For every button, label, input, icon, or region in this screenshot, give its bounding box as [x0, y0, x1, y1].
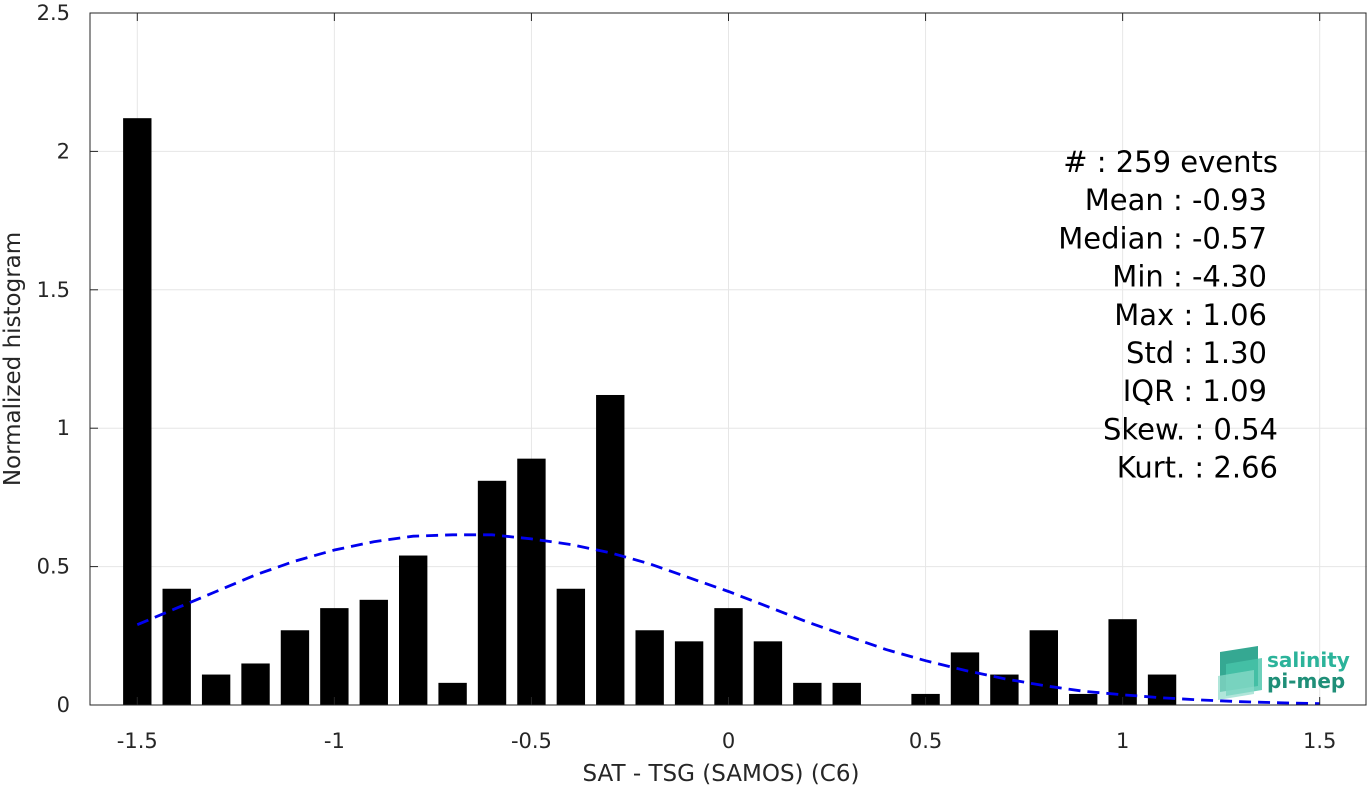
histogram-bar — [517, 458, 546, 705]
histogram-bar — [201, 674, 231, 705]
axis-ticks — [90, 12, 1321, 706]
statistics-box: # : 259 events Mean : -0.93 Median : -0.57… — [1058, 145, 1278, 485]
salinity-pi-mep-logo: salinity pi-mep — [1218, 646, 1350, 700]
histogram-bar — [950, 652, 980, 705]
y-axis-label: Normalized histogram — [0, 232, 26, 486]
gaussian-fit-curve — [136, 533, 1320, 705]
y-tick-label: 1.5 — [37, 278, 70, 302]
histogram-bar — [753, 641, 783, 705]
stat-line: Min : -4.30 — [1112, 260, 1267, 294]
logo-mark-icon — [1218, 646, 1262, 700]
histogram-bar — [793, 682, 822, 705]
stat-line: Skew. : 0.54 — [1103, 412, 1278, 446]
histogram-bar — [674, 641, 704, 705]
histogram-bar — [241, 663, 270, 705]
histogram-bar — [123, 118, 152, 705]
histogram-bar — [399, 555, 428, 705]
histogram-bar — [320, 608, 349, 705]
histogram-bar — [556, 588, 586, 705]
histogram-bar — [1069, 693, 1098, 705]
x-tick-label: -0.5 — [511, 729, 552, 753]
y-tick-label: 2 — [57, 139, 70, 163]
x-tick-label: 1 — [1116, 729, 1129, 753]
histogram-bar — [635, 630, 664, 705]
x-tick-label: -1.5 — [117, 729, 158, 753]
x-tick-labels: -1.5 -1 -0.5 0 0.5 1 1.5 — [117, 729, 1337, 753]
y-tick-label: 0 — [57, 693, 70, 717]
x-tick-label: 0.5 — [909, 729, 942, 753]
stat-line: # : 259 events — [1063, 145, 1278, 179]
y-tick-label: 2.5 — [37, 1, 70, 25]
x-tick-label: -1 — [324, 729, 345, 753]
stat-line: Kurt. : 2.66 — [1117, 451, 1278, 485]
stat-line: Std : 1.30 — [1126, 336, 1267, 370]
stat-line: IQR : 1.09 — [1123, 374, 1267, 408]
histogram-bar — [438, 682, 467, 705]
y-tick-label: 1 — [57, 416, 70, 440]
x-axis-label: SAT - TSG (SAMOS) (C6) — [583, 761, 860, 785]
histogram-bar — [832, 682, 861, 705]
histogram-bar — [477, 480, 507, 705]
histogram-bar — [162, 588, 191, 705]
histogram-bar — [714, 608, 743, 705]
logo-text-salinity: salinity — [1267, 648, 1350, 672]
logo-text-pi-mep: pi-mep — [1267, 669, 1345, 693]
x-tick-label: 0 — [722, 729, 735, 753]
stat-line: Mean : -0.93 — [1085, 183, 1267, 217]
histogram-bar — [280, 630, 310, 705]
x-tick-label: 1.5 — [1303, 729, 1336, 753]
histogram-bar — [1147, 674, 1177, 705]
stat-line: Max : 1.06 — [1114, 298, 1267, 332]
histogram-bar — [1108, 619, 1137, 705]
histogram-bar — [359, 599, 388, 705]
y-tick-label: 0.5 — [37, 555, 70, 579]
histogram-bar — [1029, 630, 1058, 705]
y-tick-labels: 0 0.5 1 1.5 2 2.5 — [37, 1, 70, 717]
histogram-bars — [123, 118, 1177, 705]
stat-line: Median : -0.57 — [1058, 221, 1267, 255]
